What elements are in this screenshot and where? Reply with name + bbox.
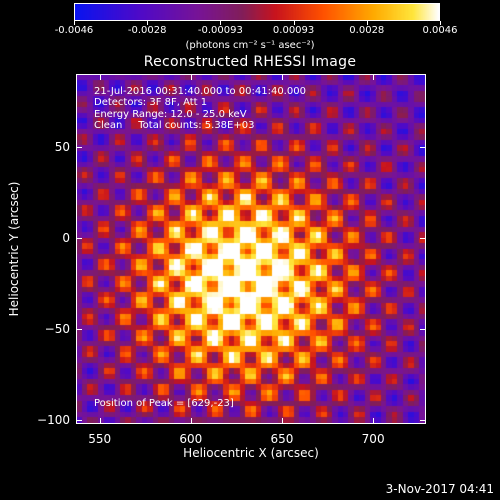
y-tick-label: 0 <box>62 231 70 246</box>
colorbar-tick-mark <box>366 21 368 25</box>
x-tick-label: 600 <box>179 432 203 446</box>
image-info: 21-Jul-2016 00:31:40.000 to 00:41:40.000… <box>94 86 306 131</box>
info-energy-range: Energy Range: 12.0 - 25.0 keV <box>94 108 247 120</box>
x-tick-label: 650 <box>270 432 294 446</box>
colorbar-tick-label: -0.0028 <box>127 25 167 36</box>
x-tick-label: 550 <box>88 432 112 446</box>
colorbar-tick-label: -0.00093 <box>197 25 243 36</box>
colorbar-tick-mark <box>220 21 222 25</box>
colorbar-tick-mark <box>440 21 441 25</box>
colorbar <box>74 3 440 21</box>
image-plot <box>76 74 426 424</box>
colorbar-tick-mark <box>147 21 149 25</box>
image-title: Reconstructed RHESSI Image <box>143 54 357 70</box>
colorbar-units: (photons cm⁻² s⁻¹ asec⁻²) <box>185 40 315 51</box>
info-time-range: 21-Jul-2016 00:31:40.000 to 00:41:40.000 <box>94 86 306 97</box>
colorbar-tick-mark <box>74 21 75 25</box>
colorbar-tick-label: -0.0046 <box>54 25 94 36</box>
y-axis-label: Heliocentric Y (arcsec) <box>7 181 21 317</box>
y-tick-label: −50 <box>44 322 70 337</box>
colorbar-tick-label: 0.0028 <box>349 25 385 36</box>
x-tick-label: 700 <box>361 432 385 446</box>
info-detectors: Detectors: 3F 8F, Att 1 <box>94 97 208 109</box>
colorbar-tick-label: 0.0046 <box>422 25 458 36</box>
peak-position: Position of Peak = [629,-23] <box>94 398 234 409</box>
info-method-counts: Clean Total counts: 5.38E+03 <box>94 119 255 131</box>
timestamp: 3-Nov-2017 04:41 <box>385 482 494 496</box>
colorbar-gradient <box>74 3 440 21</box>
x-axis-label: Heliocentric X (arcsec) <box>183 446 319 460</box>
colorbar-ticks: -0.0046 -0.0028 -0.00093 0.00093 0.0028 0.004… <box>0 0 500 40</box>
colorbar-tick-mark <box>293 21 295 25</box>
y-tick-label: 50 <box>54 139 70 154</box>
y-tick-label: −100 <box>37 413 70 428</box>
colorbar-tick-label: 0.00093 <box>272 25 315 36</box>
rhessi-image-map <box>77 75 425 423</box>
